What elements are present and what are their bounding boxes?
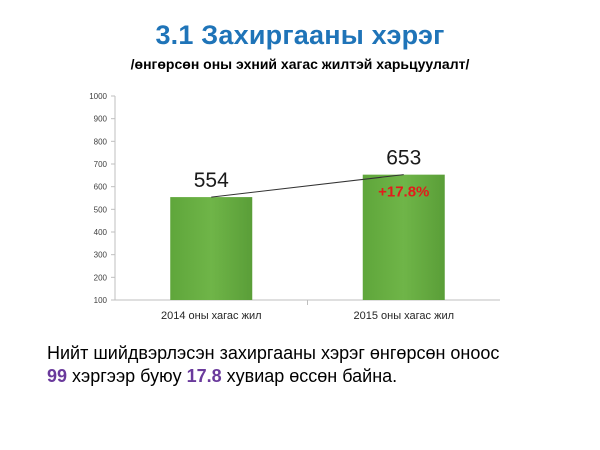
y-tick-label: 100: [94, 296, 108, 305]
bar-value-label: 554: [194, 169, 229, 192]
y-tick-label: 700: [94, 160, 108, 169]
summary-line1: Нийт шийдвэрлэсэн захиргааны хэрэг өнгөр…: [47, 343, 500, 363]
x-category-label: 2015 оны хагас жил: [353, 310, 454, 322]
y-tick-label: 900: [94, 115, 108, 124]
slide-title: 3.1 Захиргааны хэрэг: [155, 20, 445, 50]
y-tick-label: 300: [94, 251, 108, 260]
bar-value-label: 653: [386, 147, 421, 170]
trend-line: [211, 174, 404, 198]
summary-percent: 17.8: [186, 366, 222, 386]
summary-count: 99: [47, 366, 68, 386]
y-tick-label: 400: [94, 228, 108, 237]
y-tick-label: 800: [94, 137, 108, 146]
y-tick-label: 600: [94, 183, 108, 192]
summary-mid: хэргээр буюу: [67, 366, 187, 386]
y-tick-label: 200: [94, 273, 108, 282]
growth-annotation: +17.8%: [378, 184, 429, 201]
x-category-label: 2014 оны хагас жил: [161, 310, 262, 322]
bar-chart: 100 200 300 400 500 600 700 800 900 1000 554 2014 о…: [89, 92, 500, 322]
summary-end: хувиар өссөн байна.: [221, 366, 398, 386]
bar: [362, 174, 445, 300]
slide-subtitle: /өнгөрсөн оны эхний хагас жилтэй харьцуу…: [130, 56, 470, 72]
bar: [170, 197, 253, 300]
y-tick-label: 500: [94, 205, 108, 214]
y-tick-label: 1000: [89, 92, 107, 101]
summary-text: Нийт шийдвэрлэсэн захиргааны хэрэг өнгөр…: [47, 342, 587, 388]
